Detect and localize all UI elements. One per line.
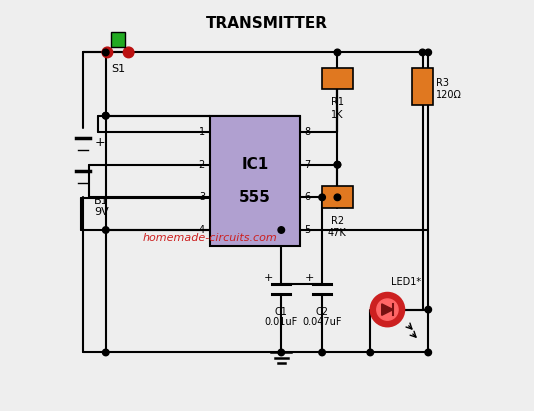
Text: IC1: IC1 bbox=[241, 157, 269, 172]
Text: 47K: 47K bbox=[328, 228, 347, 238]
Text: 1K: 1K bbox=[331, 110, 344, 120]
Circle shape bbox=[278, 227, 285, 233]
Text: +: + bbox=[264, 273, 273, 283]
Bar bbox=[412, 68, 433, 106]
Circle shape bbox=[425, 306, 431, 313]
Text: +: + bbox=[304, 273, 314, 283]
Text: +: + bbox=[95, 136, 105, 149]
Text: 2: 2 bbox=[199, 160, 205, 170]
Text: 555: 555 bbox=[239, 190, 271, 205]
Text: R2: R2 bbox=[331, 216, 344, 226]
Circle shape bbox=[367, 349, 374, 356]
Text: R1: R1 bbox=[331, 97, 344, 107]
Text: C1: C1 bbox=[275, 307, 288, 316]
Circle shape bbox=[123, 47, 134, 58]
Text: 0.01uF: 0.01uF bbox=[265, 317, 298, 327]
Circle shape bbox=[334, 162, 341, 168]
Bar bbox=[210, 115, 300, 246]
Text: 1: 1 bbox=[199, 127, 205, 137]
Circle shape bbox=[103, 49, 109, 55]
Circle shape bbox=[278, 349, 285, 356]
Circle shape bbox=[103, 227, 109, 233]
Circle shape bbox=[419, 49, 426, 55]
Text: 7: 7 bbox=[304, 160, 311, 170]
Bar bbox=[322, 186, 353, 208]
Text: B1: B1 bbox=[95, 196, 109, 206]
Circle shape bbox=[425, 349, 431, 356]
Circle shape bbox=[334, 194, 341, 201]
Circle shape bbox=[334, 162, 341, 168]
Circle shape bbox=[370, 293, 405, 327]
Circle shape bbox=[334, 49, 341, 55]
Circle shape bbox=[103, 113, 109, 119]
Text: 6: 6 bbox=[304, 192, 311, 202]
Text: 120Ω: 120Ω bbox=[436, 90, 462, 100]
Circle shape bbox=[377, 299, 398, 320]
Text: C2: C2 bbox=[316, 307, 328, 316]
Text: 9V: 9V bbox=[95, 207, 109, 217]
Text: LED1*: LED1* bbox=[391, 277, 421, 287]
Text: 0.047uF: 0.047uF bbox=[302, 317, 342, 327]
Text: 4: 4 bbox=[199, 225, 205, 235]
Text: TRANSMITTER: TRANSMITTER bbox=[206, 16, 328, 31]
Text: 5: 5 bbox=[304, 225, 311, 235]
Bar bbox=[111, 32, 125, 47]
Circle shape bbox=[319, 349, 325, 356]
Bar bbox=[322, 68, 353, 89]
Circle shape bbox=[425, 49, 431, 55]
Text: 3: 3 bbox=[199, 192, 205, 202]
Circle shape bbox=[103, 113, 109, 119]
Text: R3: R3 bbox=[436, 78, 450, 88]
Circle shape bbox=[102, 47, 113, 58]
Text: 8: 8 bbox=[304, 127, 311, 137]
Polygon shape bbox=[382, 304, 393, 315]
Text: S1: S1 bbox=[111, 64, 125, 74]
Text: homemade-circuits.com: homemade-circuits.com bbox=[143, 233, 277, 243]
Circle shape bbox=[319, 194, 325, 201]
Circle shape bbox=[103, 349, 109, 356]
